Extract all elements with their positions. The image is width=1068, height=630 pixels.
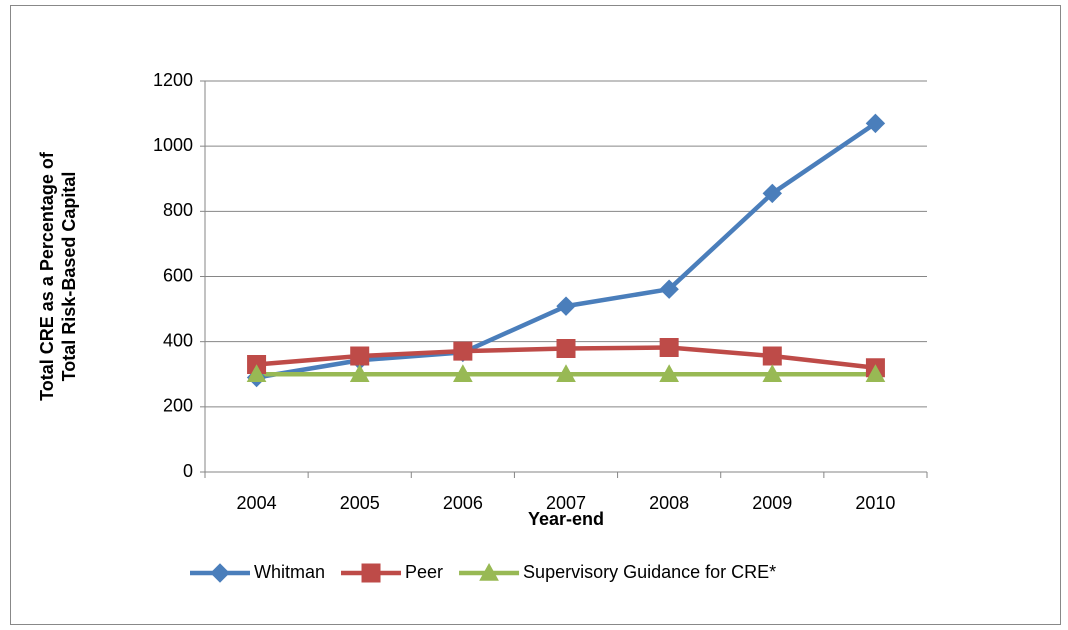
y-tick-label: 400 xyxy=(163,330,193,350)
marker xyxy=(762,183,782,204)
marker xyxy=(479,562,499,581)
y-tick-label: 800 xyxy=(163,200,193,220)
marker xyxy=(659,279,679,299)
marker xyxy=(453,341,473,361)
marker xyxy=(865,113,886,134)
marker xyxy=(361,563,381,583)
x-tick-label: 2010 xyxy=(855,493,895,513)
x-tick-label: 2007 xyxy=(546,493,586,513)
marker xyxy=(556,296,576,316)
y-tick-label: 0 xyxy=(183,461,193,481)
x-tick-label: 2004 xyxy=(237,493,277,513)
marker xyxy=(556,364,576,382)
y-axis-label-line: Total CRE as a Percentage of xyxy=(37,151,57,401)
marker xyxy=(762,364,783,382)
marker xyxy=(865,364,886,382)
x-tick-label: 2006 xyxy=(443,493,483,513)
marker xyxy=(210,563,230,583)
legend-label: Peer xyxy=(405,562,443,582)
marker xyxy=(659,364,679,382)
y-axis-label: Total CRE as a Percentage of Total Risk-B… xyxy=(37,151,79,401)
marker xyxy=(556,339,576,359)
y-axis-label-line: Total Risk-Based Capital xyxy=(59,172,79,382)
y-tick-label: 1200 xyxy=(153,70,193,90)
marker xyxy=(659,338,679,358)
y-tick-label: 600 xyxy=(163,265,193,285)
x-tick-label: 2005 xyxy=(340,493,380,513)
x-tick-label: 2009 xyxy=(752,493,792,513)
x-axis-label: Year-end xyxy=(528,509,604,529)
marker xyxy=(453,364,473,382)
x-tick-label: 2008 xyxy=(649,493,689,513)
y-tick-label: 200 xyxy=(163,396,193,416)
marker xyxy=(246,364,267,382)
marker xyxy=(349,364,370,382)
marker xyxy=(350,346,370,366)
marker xyxy=(762,346,782,366)
chart-border xyxy=(10,5,1061,625)
legend-label: Supervisory Guidance for CRE* xyxy=(523,562,776,582)
y-tick-label: 1000 xyxy=(153,135,193,155)
legend-label: Whitman xyxy=(254,562,325,582)
